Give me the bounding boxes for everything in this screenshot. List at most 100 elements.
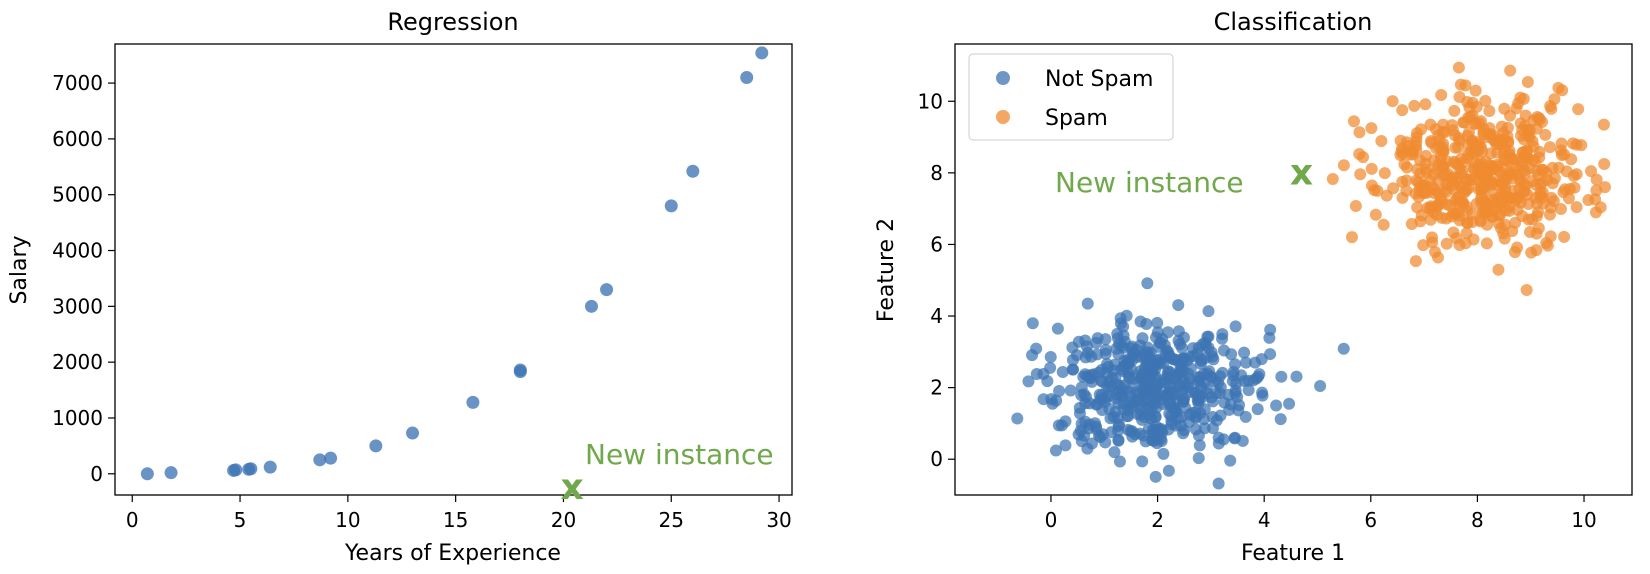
not-spam-point xyxy=(1081,297,1094,310)
not-spam-point xyxy=(1114,317,1127,330)
not-spam-point xyxy=(1283,397,1296,410)
spam-point xyxy=(1369,208,1382,221)
spam-point xyxy=(1558,230,1571,243)
not-spam-point xyxy=(1102,382,1115,395)
data-point xyxy=(600,283,614,297)
regression-x-tick-label: 25 xyxy=(659,508,684,532)
not-spam-point xyxy=(1199,339,1212,352)
spam-point xyxy=(1345,231,1358,244)
not-spam-point xyxy=(1022,375,1035,388)
not-spam-point xyxy=(1175,419,1188,432)
spam-point xyxy=(1365,162,1378,175)
not-spam-point xyxy=(1238,346,1251,359)
not-spam-point xyxy=(1128,347,1141,360)
regression-y-tick-label: 2000 xyxy=(52,350,103,374)
not-spam-point xyxy=(1253,368,1266,381)
spam-point xyxy=(1453,134,1466,147)
not-spam-point xyxy=(1173,380,1186,393)
not-spam-point xyxy=(1165,414,1178,427)
not-spam-point xyxy=(1314,379,1327,392)
not-spam-point xyxy=(1337,342,1350,355)
spam-point xyxy=(1589,206,1602,219)
not-spam-point xyxy=(1108,446,1121,459)
legend-marker-not-spam xyxy=(996,71,1010,85)
not-spam-point xyxy=(1030,367,1043,380)
spam-point xyxy=(1545,102,1558,115)
spam-point xyxy=(1518,164,1531,177)
spam-point xyxy=(1572,103,1585,116)
spam-point xyxy=(1570,168,1583,181)
not-spam-point xyxy=(1056,366,1069,379)
legend-marker-spam xyxy=(996,110,1010,124)
classification-x-tick-label: 2 xyxy=(1151,508,1164,532)
spam-point xyxy=(1375,134,1388,147)
spam-point xyxy=(1419,149,1432,162)
not-spam-point xyxy=(1049,444,1062,457)
spam-point xyxy=(1497,227,1510,240)
spam-point xyxy=(1415,209,1428,222)
not-spam-point xyxy=(1113,455,1126,468)
not-spam-point xyxy=(1143,362,1156,375)
spam-point xyxy=(1499,184,1512,197)
classification-y-tick-label: 2 xyxy=(930,376,943,400)
spam-point xyxy=(1419,98,1432,111)
not-spam-point xyxy=(1136,455,1149,468)
spam-point xyxy=(1509,216,1522,229)
spam-point xyxy=(1380,189,1393,202)
not-spam-point xyxy=(1026,317,1039,330)
not-spam-point xyxy=(1274,413,1287,426)
not-spam-point xyxy=(1080,390,1093,403)
regression-y-tick-label: 5000 xyxy=(52,183,103,207)
not-spam-point xyxy=(1079,334,1092,347)
not-spam-point xyxy=(1134,315,1147,328)
spam-point xyxy=(1552,81,1565,94)
spam-point xyxy=(1541,239,1554,252)
spam-point xyxy=(1386,95,1399,108)
not-spam-point xyxy=(1064,384,1077,397)
not-spam-point xyxy=(1051,322,1064,335)
not-spam-point xyxy=(1255,353,1268,366)
spam-point xyxy=(1554,203,1567,216)
classification-y-ticks: 0 2 4 6 8 10 xyxy=(918,89,955,471)
data-point xyxy=(513,363,527,377)
data-point xyxy=(140,467,154,481)
spam-point xyxy=(1530,197,1543,210)
spam-point xyxy=(1410,174,1423,187)
classification-y-tick-label: 0 xyxy=(930,447,943,471)
regression-y-tick-label: 0 xyxy=(90,462,103,486)
not-spam-point xyxy=(1116,339,1129,352)
spam-point xyxy=(1536,186,1549,199)
classification-y-tick-label: 10 xyxy=(918,89,943,113)
spam-point xyxy=(1347,115,1360,128)
not-spam-point xyxy=(1173,365,1186,378)
spam-point xyxy=(1479,94,1492,107)
classification-points xyxy=(1011,61,1611,490)
spam-point xyxy=(1450,171,1463,184)
regression-y-axis-label: Salary xyxy=(7,235,32,304)
spam-point xyxy=(1459,79,1472,92)
spam-point xyxy=(1522,129,1535,142)
not-spam-point xyxy=(1217,344,1230,357)
spam-point xyxy=(1543,208,1556,221)
not-spam-point xyxy=(1070,349,1083,362)
not-spam-point xyxy=(1149,411,1162,424)
not-spam-point xyxy=(1229,320,1242,333)
spam-point xyxy=(1487,129,1500,142)
spam-point xyxy=(1440,237,1453,250)
classification-x-axis-label: Feature 1 xyxy=(1241,541,1345,566)
spam-point xyxy=(1354,168,1367,181)
not-spam-point xyxy=(1239,356,1252,369)
new-instance-marker: x xyxy=(1290,152,1313,193)
not-spam-point xyxy=(1212,376,1225,389)
spam-point xyxy=(1590,173,1603,186)
not-spam-point xyxy=(1216,332,1229,345)
not-spam-point xyxy=(1115,383,1128,396)
not-spam-point xyxy=(1044,351,1057,364)
not-spam-point xyxy=(1052,419,1065,432)
not-spam-point xyxy=(1161,326,1174,339)
spam-point xyxy=(1377,218,1390,231)
data-point xyxy=(686,164,700,178)
not-spam-point xyxy=(1011,412,1024,425)
spam-point xyxy=(1490,201,1503,214)
legend-label-not-spam: Not Spam xyxy=(1045,67,1153,92)
